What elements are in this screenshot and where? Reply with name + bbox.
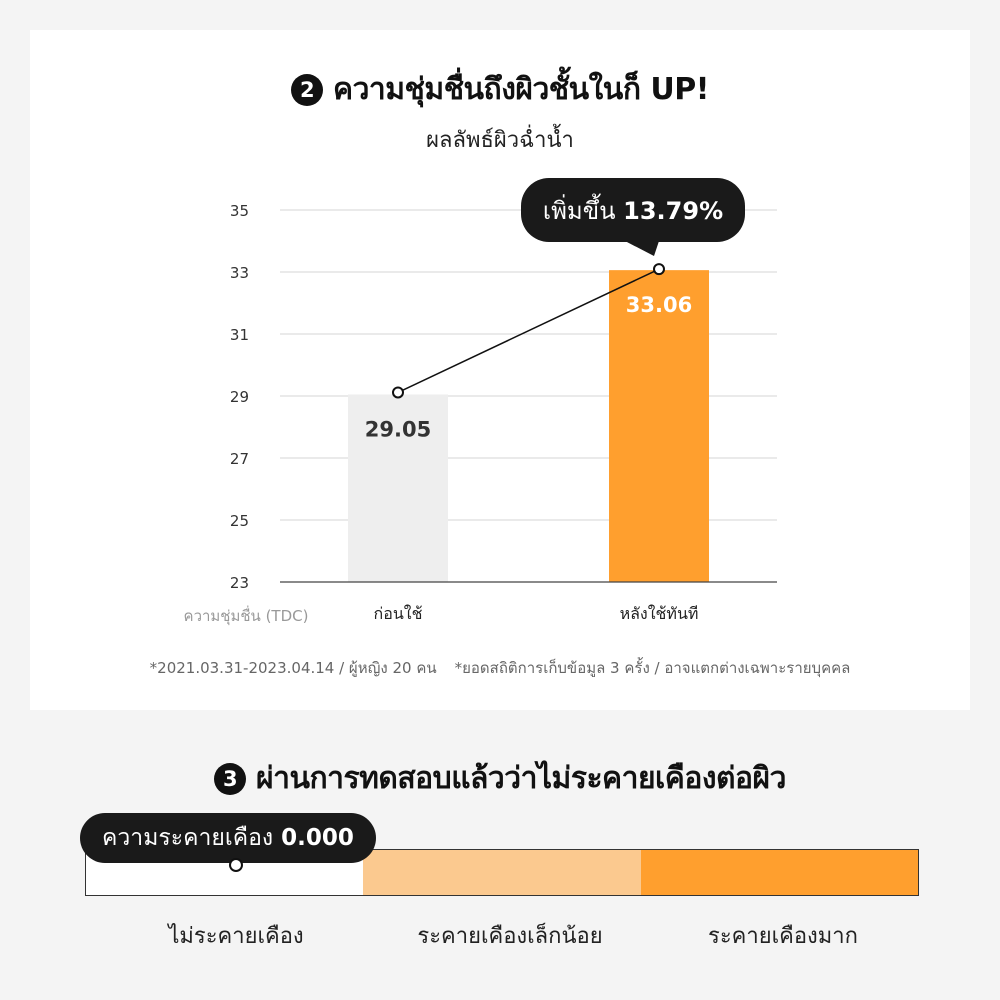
y-tick-label: 23 [230, 574, 249, 592]
footnote-period: *2021.03.31-2023.04.14 / ผู้หญิง 20 คน [149, 659, 437, 677]
y-tick-label: 33 [230, 264, 249, 282]
y-tick-label: 31 [230, 326, 249, 344]
bar-value-label: 29.05 [365, 417, 431, 441]
results-card [30, 30, 970, 710]
scale-label-slight: ระคายเคืองเล็กน้อย [417, 924, 603, 949]
irritation-callout-label: ความระคายเคือง [102, 825, 274, 851]
increase-callout-text: เพิ่มขึ้น 13.79% [543, 193, 723, 225]
section-3-heading: 3 ผ่านการทดสอบแล้วว่าไม่ระคายเคืองต่อผิว [0, 755, 1000, 802]
y-tick-label: 25 [230, 512, 249, 530]
section-2-heading: 2 ความชุ่มชื่นถึงผิวชั้นในก็ UP! [0, 66, 1000, 113]
increase-callout-prefix: เพิ่มขึ้น [543, 193, 623, 225]
y-tick-label: 35 [230, 202, 249, 220]
irritation-marker [229, 858, 243, 872]
footnote-method: *ยอดสถิติการเก็บข้อมูล 3 ครั้ง / อาจแตกต… [454, 659, 851, 677]
bar-value-label: 33.06 [626, 293, 692, 317]
trend-line [397, 268, 660, 394]
irritation-callout-value: 0.000 [281, 825, 354, 851]
y-axis-label: ความชุ่มชื่น (TDC) [184, 605, 309, 626]
increase-callout-value: 13.79% [623, 197, 723, 225]
irritation-scale-bar [85, 849, 919, 896]
section-2-number-badge: 2 [291, 73, 324, 106]
scale-segment-severe [640, 850, 918, 895]
section-2-title: ความชุ่มชื่นถึงผิวชั้นในก็ UP! [333, 72, 709, 107]
section-3-number-badge: 3 [214, 762, 247, 795]
bar-2 [609, 270, 709, 582]
increase-callout [521, 178, 745, 242]
x-category-label: ก่อนใช้ [374, 604, 423, 623]
scale-label-severe: ระคายเคืองมาก [708, 924, 858, 949]
y-tick-label: 29 [230, 388, 249, 406]
x-category-label: หลังใช้ทันที [620, 604, 699, 623]
y-tick-label: 27 [230, 450, 249, 468]
increase-callout-pointer [625, 241, 659, 256]
footnotes: *2021.03.31-2023.04.14 / ผู้หญิง 20 คน *… [0, 656, 1000, 680]
scale-label-none: ไม่ระคายเคือง [168, 924, 304, 949]
trend-point [653, 263, 665, 276]
scale-segment-slight [363, 850, 641, 895]
chart-subtitle: ผลลัพธ์ผิวฉ่ำน้ำ [426, 128, 574, 153]
irritation-callout: ความระคายเคือง 0.000 [80, 813, 376, 863]
trend-point [392, 386, 404, 399]
section-3-title: ผ่านการทดสอบแล้วว่าไม่ระคายเคืองต่อผิว [256, 761, 786, 796]
moisture-bar-chart: 23 25 27 29 31 33 35 29.05 ก่อนใช้ 33.06 หลังใช้ทั… [184, 178, 777, 626]
bar-1 [348, 394, 448, 582]
